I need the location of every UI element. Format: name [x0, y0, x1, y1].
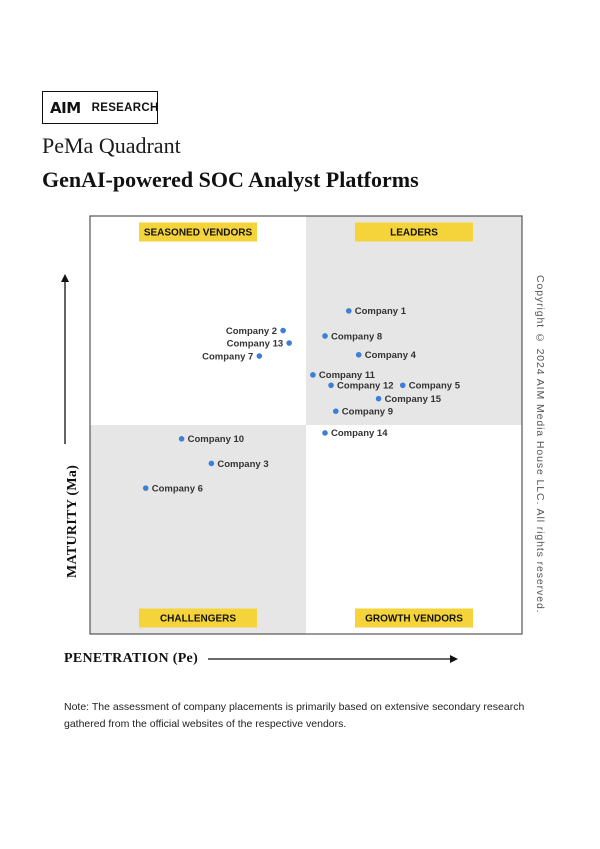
leaders-quadrant-bg	[306, 216, 522, 425]
quadrant-label-bg-seasoned-vendors	[139, 222, 257, 242]
point-label-company-5: Company 5	[409, 381, 461, 392]
point-label-company-14: Company 14	[331, 428, 388, 439]
point-company-6	[142, 485, 149, 491]
point-company-8	[322, 333, 328, 339]
point-label-company-2: Company 2	[226, 326, 277, 337]
point-company-12	[328, 382, 334, 389]
page-title: GenAI-powered SOC Analyst Platforms	[42, 167, 419, 192]
y-axis-label: MATURITY (Ma)	[65, 464, 80, 578]
point-company-5	[399, 382, 406, 389]
point-company-7	[256, 353, 263, 359]
chart-frame	[89, 215, 523, 635]
quadrant-label-leaders: LEADERS	[390, 228, 438, 239]
quadrant-label-growth-vendors: GROWTH VENDORS	[365, 614, 463, 625]
point-label-company-13: Company 13	[227, 338, 284, 349]
copyright-text: Copyright © 2024 AIM Media House LLC. Al…	[534, 275, 546, 614]
footnote: Note: The assessment of company placemen…	[64, 701, 525, 730]
point-label-company-7: Company 7	[202, 351, 253, 362]
point-company-11	[310, 372, 316, 378]
point-company-13	[286, 340, 292, 346]
quadrant-label-bg-growth-vendors	[355, 608, 473, 628]
point-label-company-9: Company 9	[342, 407, 393, 418]
point-company-1	[345, 308, 352, 314]
point-company-14	[322, 430, 328, 436]
quadrant-label-bg-leaders	[355, 222, 473, 242]
point-label-company-6: Company 6	[152, 483, 203, 494]
point-label-company-3: Company 3	[217, 459, 268, 470]
y-axis-arrowhead	[61, 274, 69, 282]
point-label-company-12: Company 12	[337, 381, 394, 392]
point-company-10	[178, 435, 185, 442]
point-company-4	[355, 351, 362, 358]
point-company-9	[333, 408, 339, 415]
point-label-company-10: Company 10	[188, 434, 245, 445]
point-label-company-11: Company 11	[319, 370, 376, 381]
aim-research-logo: AIM RESEARCH	[42, 91, 158, 124]
challengers-quadrant-bg	[90, 425, 306, 634]
point-label-company-4: Company 4	[365, 350, 417, 361]
logo-text: RESEARCH	[91, 101, 159, 114]
x-axis-arrowhead	[450, 655, 458, 663]
quadrant-label-bg-challengers	[139, 608, 257, 628]
quadrant-label-seasoned-vendors: SEASONED VENDORS	[144, 228, 253, 239]
point-company-2	[280, 327, 286, 334]
x-axis-label: PENETRATION (Pe)	[64, 651, 199, 666]
logo-mark: AIM	[50, 98, 81, 117]
point-label-company-1: Company 1	[355, 306, 407, 317]
point-company-15	[375, 395, 382, 402]
point-company-3	[208, 460, 215, 467]
page-subtitle: PeMa Quadrant	[42, 133, 181, 158]
point-label-company-15: Company 15	[385, 394, 442, 405]
quadrant-label-challengers: CHALLENGERS	[160, 614, 236, 625]
point-label-company-8: Company 8	[331, 331, 382, 342]
